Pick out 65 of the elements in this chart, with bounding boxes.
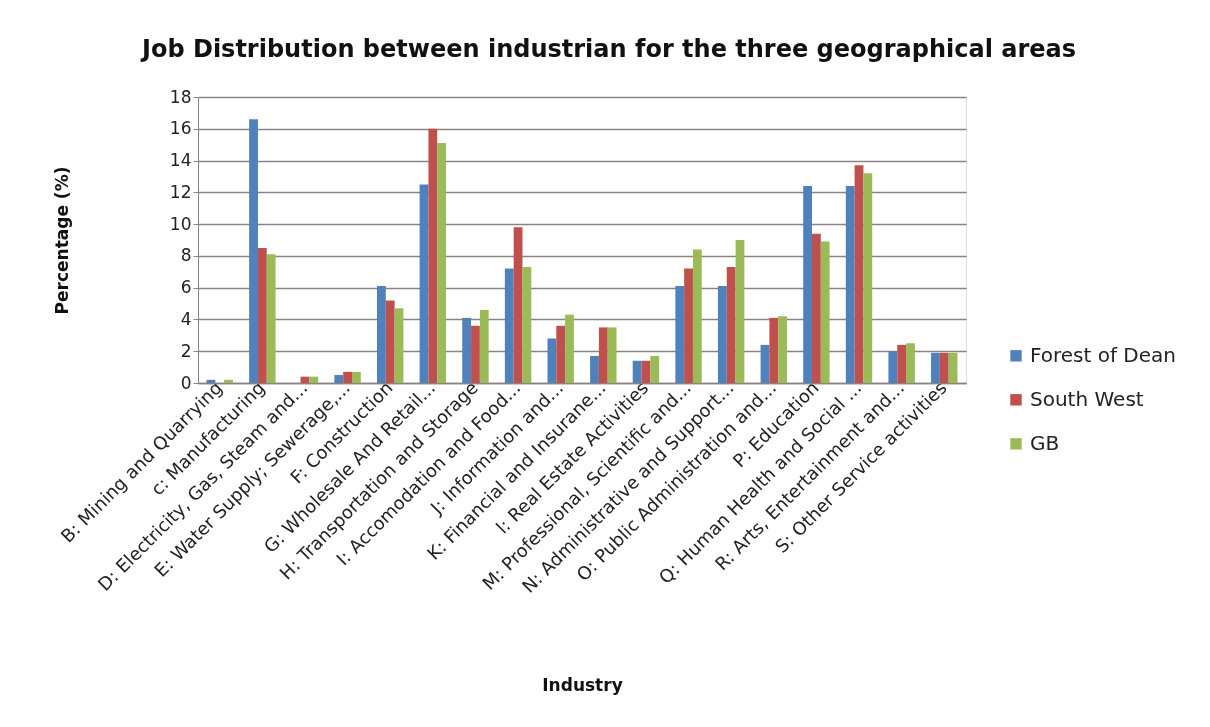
bar	[650, 355, 660, 383]
bar	[224, 379, 233, 383]
bar	[590, 355, 599, 383]
bar	[309, 376, 319, 383]
y-tick-label: 18	[169, 86, 192, 107]
x-axis-title: Industry	[542, 674, 623, 695]
bar	[726, 267, 736, 383]
bar	[641, 360, 651, 383]
bar	[845, 185, 855, 383]
bar	[565, 314, 574, 383]
bar	[471, 325, 480, 383]
bar	[598, 327, 608, 383]
bar	[931, 352, 940, 383]
bar	[632, 360, 642, 383]
bar	[863, 173, 873, 383]
bar	[760, 344, 770, 383]
y-tick-label: 12	[169, 181, 192, 202]
bar	[257, 247, 267, 383]
bar	[769, 317, 779, 383]
bar	[948, 352, 958, 383]
bar	[352, 371, 361, 383]
bar	[888, 351, 898, 383]
bar	[385, 300, 395, 383]
y-tick-label: 10	[169, 213, 192, 234]
bar	[692, 249, 702, 383]
legend-label: Forest of Dean	[1030, 342, 1177, 367]
bar	[249, 119, 258, 383]
y-tick-label: 14	[169, 150, 192, 171]
bar	[437, 143, 447, 383]
bar	[906, 343, 915, 383]
y-tick-label: 2	[180, 340, 192, 361]
bar	[556, 325, 566, 383]
bar	[803, 185, 812, 383]
y-tick-label: 16	[169, 118, 192, 139]
y-tick-label: 6	[180, 277, 192, 298]
legend-label: South West	[1030, 386, 1144, 411]
bar	[897, 344, 907, 383]
bar	[343, 371, 352, 383]
bar	[684, 268, 693, 383]
bar	[854, 165, 864, 383]
bar	[462, 317, 472, 383]
bar	[377, 286, 386, 383]
bar	[778, 316, 787, 383]
bar	[547, 338, 557, 383]
bar	[334, 375, 344, 383]
bar	[820, 241, 830, 383]
legend-label: GB	[1030, 430, 1060, 455]
bar	[735, 240, 745, 383]
bar	[428, 128, 438, 383]
bar	[675, 286, 685, 383]
bar	[607, 327, 617, 383]
y-tick-label: 4	[180, 308, 192, 329]
bar	[479, 309, 489, 383]
bar	[394, 308, 404, 383]
bar	[717, 286, 727, 383]
chart-title: Job Distribution between industrian for the three geographical areas	[139, 35, 1077, 63]
y-axis-title: Percentage (%)	[51, 166, 72, 315]
bar	[419, 184, 429, 383]
bar	[812, 233, 821, 383]
bar	[504, 268, 514, 383]
bar	[939, 352, 949, 383]
bar	[513, 227, 523, 383]
bar	[522, 267, 532, 383]
bar	[266, 254, 276, 383]
y-tick-label: 8	[180, 245, 192, 266]
